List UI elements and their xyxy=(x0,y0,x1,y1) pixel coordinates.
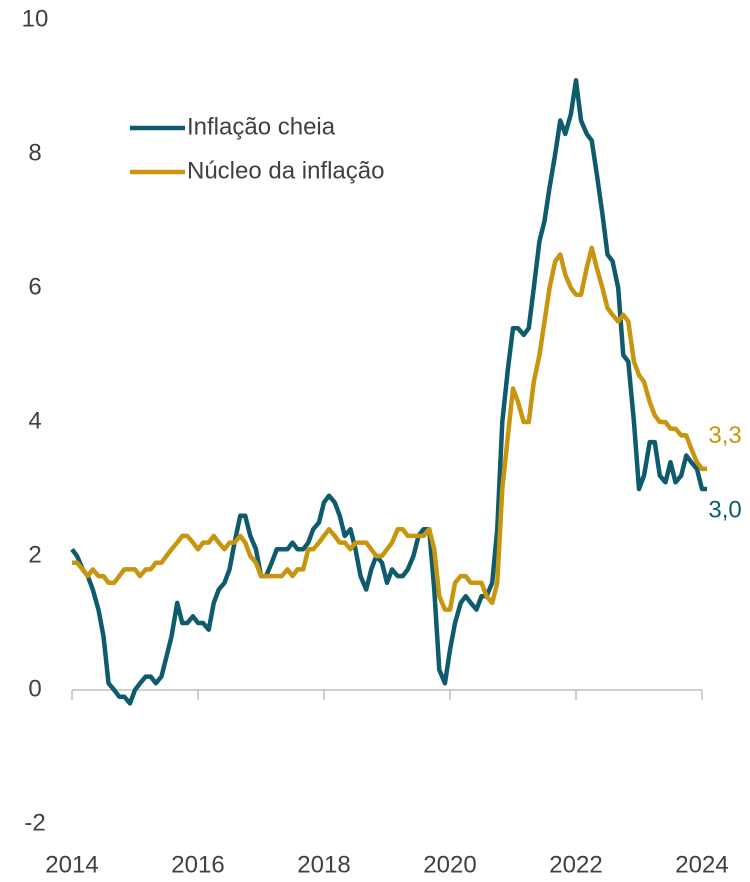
legend-label: Inflação cheia xyxy=(187,113,336,140)
y-tick-label: 0 xyxy=(28,675,41,702)
y-tick-label: 4 xyxy=(28,407,41,434)
y-tick-label: 8 xyxy=(28,139,41,166)
x-tick-label: 2022 xyxy=(549,851,602,878)
y-tick-label: 10 xyxy=(22,5,49,32)
x-tick-label: 2014 xyxy=(45,851,98,878)
y-tick-label: 2 xyxy=(28,541,41,568)
legend-label: Núcleo da inflação xyxy=(187,157,384,184)
end-label: 3,3 xyxy=(708,422,741,449)
x-tick-label: 2020 xyxy=(423,851,476,878)
end-label: 3,0 xyxy=(708,496,741,523)
x-tick-label: 2016 xyxy=(171,851,224,878)
x-tick-label: 2018 xyxy=(297,851,350,878)
y-tick-label: -2 xyxy=(24,809,45,836)
y-tick-label: 6 xyxy=(28,273,41,300)
x-tick-label: 2024 xyxy=(675,851,728,878)
series-line xyxy=(72,245,708,612)
series-line xyxy=(70,78,708,706)
